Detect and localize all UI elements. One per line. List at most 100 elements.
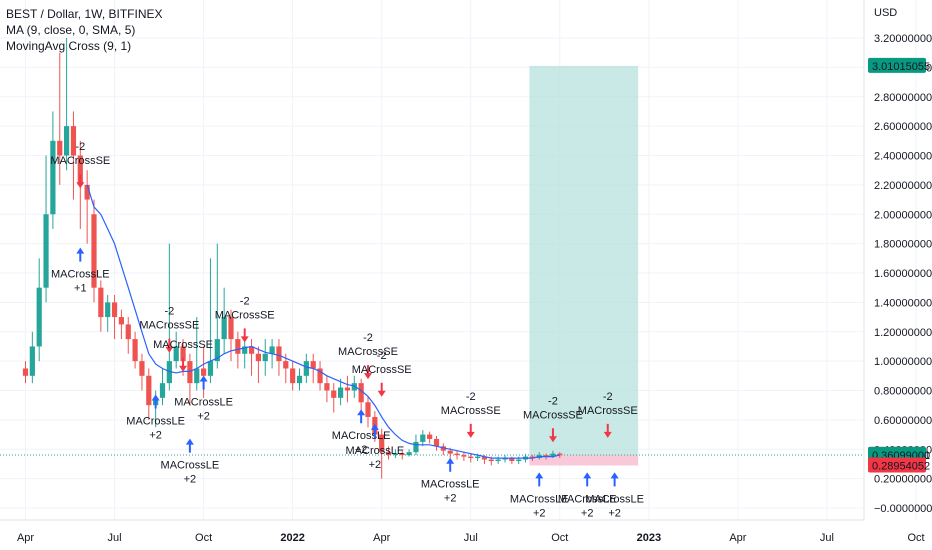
candle-body[interactable] xyxy=(440,446,446,451)
candle-body[interactable] xyxy=(516,459,522,461)
candle-body[interactable] xyxy=(413,441,419,453)
signal-label: -2 xyxy=(75,141,85,153)
candle-body[interactable] xyxy=(194,368,200,384)
candle-body[interactable] xyxy=(228,317,234,340)
signal-arrow-up-icon xyxy=(583,472,592,487)
signal-label: MACrossLE xyxy=(558,493,617,505)
candle-body[interactable] xyxy=(255,353,261,362)
candle-body[interactable] xyxy=(146,375,152,406)
candle-body[interactable] xyxy=(77,155,83,185)
candle-body[interactable] xyxy=(70,126,77,156)
signal-arrow-down-icon xyxy=(179,357,188,372)
candle-body[interactable] xyxy=(187,361,193,384)
candle-body[interactable] xyxy=(317,368,323,384)
candle-body[interactable] xyxy=(180,346,186,362)
candle-body[interactable] xyxy=(201,368,207,376)
candle-body[interactable] xyxy=(358,383,364,403)
candle-body[interactable] xyxy=(214,339,220,362)
candle-body[interactable] xyxy=(269,346,275,354)
candle-body[interactable] xyxy=(242,346,248,354)
candle-body[interactable] xyxy=(392,453,398,456)
candle-body[interactable] xyxy=(310,361,316,369)
candle-body[interactable] xyxy=(36,287,42,347)
candle-body[interactable] xyxy=(125,324,131,340)
candle-body[interactable] xyxy=(139,361,145,376)
candle-body[interactable] xyxy=(29,346,35,376)
candle-body[interactable] xyxy=(550,453,556,457)
candle-body[interactable] xyxy=(50,140,56,215)
candle-body[interactable] xyxy=(406,452,412,456)
candle-body[interactable] xyxy=(502,458,508,460)
candle-body[interactable] xyxy=(481,456,488,460)
candle-body[interactable] xyxy=(235,339,241,354)
price-axis-tick: 1.40000000 xyxy=(874,297,932,309)
candle-body[interactable] xyxy=(331,390,337,398)
candle-body[interactable] xyxy=(248,346,255,354)
candle-body[interactable] xyxy=(98,287,104,318)
candle-body[interactable] xyxy=(351,383,357,391)
candle-body[interactable] xyxy=(283,361,289,369)
candle-body[interactable] xyxy=(159,383,166,398)
cross-indicator-label[interactable]: MovingAvg Cross (9, 1) xyxy=(6,39,132,53)
candle-body[interactable] xyxy=(427,434,433,439)
price-axis-tick: 0.20000000 xyxy=(874,474,932,486)
candle-body[interactable] xyxy=(447,450,453,454)
candle-body[interactable] xyxy=(365,402,371,417)
signal-label: -2 xyxy=(466,391,476,403)
candle-body[interactable] xyxy=(207,361,214,376)
candle-body[interactable] xyxy=(22,368,29,376)
candle-body[interactable] xyxy=(338,387,344,398)
candle-body[interactable] xyxy=(468,456,474,459)
candle-body[interactable] xyxy=(84,184,90,200)
price-axis-tick: 3.20000000 xyxy=(874,33,932,45)
candle-body[interactable] xyxy=(529,456,535,459)
signal-arrow-down-icon xyxy=(377,382,386,397)
position-target-zone[interactable] xyxy=(529,65,639,455)
time-axis-tick: Jul xyxy=(108,532,122,544)
candle-body[interactable] xyxy=(303,361,309,376)
candle-body[interactable] xyxy=(385,452,392,456)
candle-body[interactable] xyxy=(509,458,515,461)
candle-body[interactable] xyxy=(296,375,303,384)
candle-body[interactable] xyxy=(91,214,97,288)
candle-body[interactable] xyxy=(454,453,460,456)
legend: BEST / Dollar, 1W, BITFINEX MA (9, close… xyxy=(6,6,163,54)
price-axis-tick: 1.20000000 xyxy=(874,327,932,339)
candle-body[interactable] xyxy=(344,387,351,391)
candle-body[interactable] xyxy=(64,126,70,156)
candle-body[interactable] xyxy=(173,346,179,362)
candle-body[interactable] xyxy=(43,214,49,288)
candle-body[interactable] xyxy=(118,317,124,325)
candle-body[interactable] xyxy=(399,453,405,456)
symbol-title[interactable]: BEST / Dollar, 1W, BITFINEX xyxy=(6,7,163,21)
candle-body[interactable] xyxy=(495,459,501,461)
candle-body[interactable] xyxy=(57,140,63,156)
candle-body[interactable] xyxy=(420,434,426,442)
candle-body[interactable] xyxy=(543,455,549,457)
position-stop-zone[interactable] xyxy=(529,454,639,466)
candle-body[interactable] xyxy=(262,353,268,362)
signal-label: MACrossLE xyxy=(126,416,185,428)
candle-body[interactable] xyxy=(276,346,282,362)
candle-body[interactable] xyxy=(379,434,385,453)
candle-body[interactable] xyxy=(475,456,481,459)
time-axis-tick: Apr xyxy=(729,532,746,544)
ma-indicator-label[interactable]: MA (9, close, 0, SMA, 5) xyxy=(6,23,136,37)
signal-label: +2 xyxy=(355,444,368,456)
signal-label: +2 xyxy=(608,507,621,519)
candle-body[interactable] xyxy=(557,453,563,456)
candle-body[interactable] xyxy=(324,383,330,391)
candle-body[interactable] xyxy=(166,361,172,384)
candle-body[interactable] xyxy=(461,455,467,457)
candle-body[interactable] xyxy=(433,438,440,447)
candle-body[interactable] xyxy=(290,368,296,384)
price-badge xyxy=(868,457,926,473)
candle-body[interactable] xyxy=(488,459,494,461)
price-axis-tick: 2.80000000 xyxy=(874,92,932,104)
candle-body[interactable] xyxy=(132,339,138,362)
candle-body[interactable] xyxy=(111,302,118,318)
candle-body[interactable] xyxy=(105,302,111,318)
candle-body[interactable] xyxy=(221,317,227,340)
